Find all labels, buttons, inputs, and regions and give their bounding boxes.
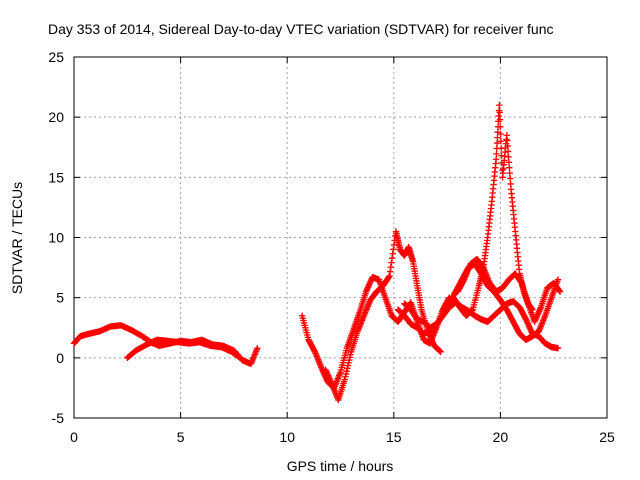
x-tick-label: 25 <box>599 429 615 445</box>
data-point <box>497 123 504 130</box>
data-point <box>495 112 502 120</box>
series-track-d <box>322 228 444 404</box>
y-tick-label: 5 <box>56 290 64 306</box>
data-point <box>554 345 562 352</box>
x-tick-label: 20 <box>493 429 509 445</box>
series-track-b <box>124 336 244 362</box>
y-tick-label: 10 <box>48 230 64 246</box>
x-tick-label: 5 <box>177 429 185 445</box>
data-point <box>503 132 510 139</box>
data-point <box>505 153 512 161</box>
data-point <box>506 164 513 171</box>
x-axis-label: GPS time / hours <box>287 458 394 474</box>
data-point <box>497 130 504 138</box>
x-tick-label: 10 <box>279 429 295 445</box>
x-tick-label: 0 <box>70 429 78 445</box>
data-point <box>505 159 513 166</box>
y-tick-label: 15 <box>48 169 64 185</box>
data-point <box>556 288 564 295</box>
y-tick-label: 20 <box>48 109 64 125</box>
data-point <box>507 175 514 182</box>
data-point <box>437 348 444 356</box>
data-point <box>506 169 513 177</box>
series-track-h <box>454 255 564 325</box>
y-tick-label: 0 <box>56 350 64 366</box>
data-points <box>70 101 564 404</box>
data-point <box>504 148 512 155</box>
ticks: 0 5 10 15 20 25 -5 0 5 10 15 20 25 <box>48 49 615 445</box>
data-point <box>496 116 504 123</box>
data-point <box>504 137 511 144</box>
data-point <box>499 166 506 174</box>
y-tick-label: 25 <box>48 49 64 65</box>
data-point <box>237 354 244 362</box>
x-tick-label: 15 <box>386 429 402 445</box>
data-point <box>492 156 500 163</box>
data-point <box>497 138 505 145</box>
data-point <box>496 109 503 116</box>
data-point <box>254 345 261 352</box>
y-tick-label: -5 <box>52 410 65 426</box>
data-point <box>507 180 514 188</box>
data-point <box>554 276 562 283</box>
data-point <box>504 142 511 150</box>
data-point <box>493 139 501 147</box>
data-point <box>496 101 503 109</box>
series-track-g <box>450 101 536 319</box>
data-point <box>493 150 500 158</box>
data-point <box>494 134 501 141</box>
chart-title: Day 353 of 2014, Sidereal Day-to-day VTE… <box>48 21 554 37</box>
y-axis-label: SDTVAR / TECUs <box>9 182 25 294</box>
